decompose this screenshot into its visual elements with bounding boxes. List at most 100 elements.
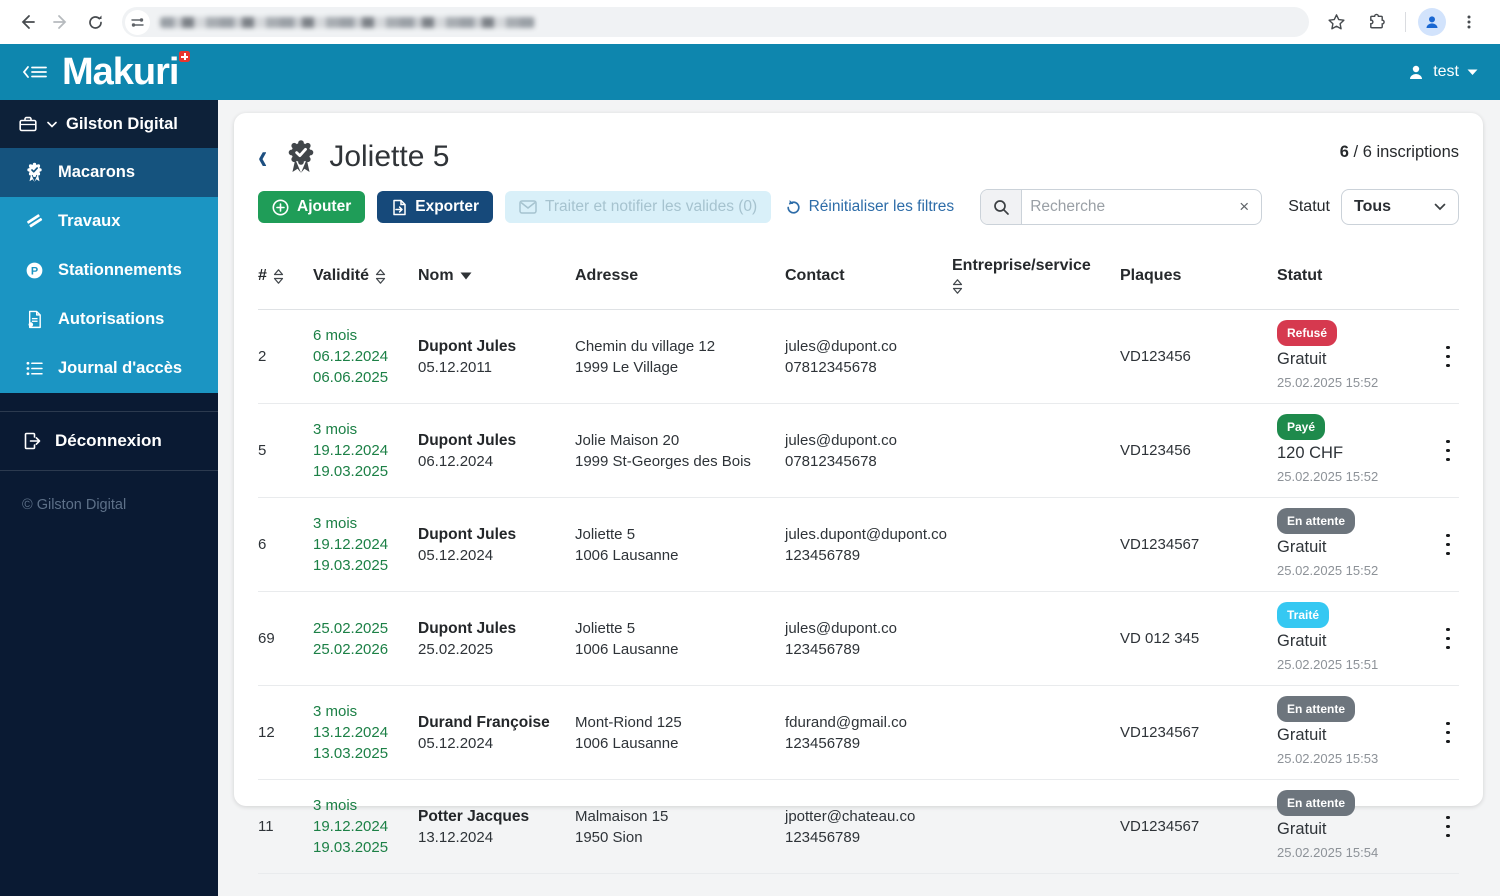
chevron-down-icon	[1467, 69, 1478, 75]
contact-cell: jules.dupont@dupont.co 123456789	[785, 525, 948, 564]
status-filter-value: Tous	[1354, 198, 1392, 215]
plates-cell: VD123456	[1120, 348, 1191, 365]
inscriptions-count: 6 / 6 inscriptions	[1339, 143, 1459, 161]
clear-search-icon[interactable]: ×	[1239, 197, 1250, 216]
status-badge: En attente	[1277, 508, 1356, 534]
status-filter-select[interactable]: Tous	[1341, 189, 1459, 225]
process-notify-button[interactable]: Traiter et notifier les valides (0)	[505, 191, 772, 223]
extensions-icon[interactable]	[1359, 5, 1393, 39]
price-label: Gratuit	[1277, 538, 1327, 556]
add-button[interactable]: Ajouter	[258, 191, 366, 223]
row-menu-button[interactable]	[1437, 812, 1459, 842]
browser-reload-button[interactable]	[78, 5, 112, 39]
column-header--[interactable]: #	[258, 267, 313, 285]
column-header-validit-[interactable]: Validité	[313, 267, 418, 285]
parking-icon: P	[26, 262, 43, 279]
column-header-entreprise-service[interactable]: Entreprise/service	[952, 257, 1120, 295]
validity-cell: 3 mois 19.12.2024 19.03.2025	[313, 421, 389, 480]
status-cell: En attente Gratuit 25.02.2025 15:53	[1277, 696, 1437, 769]
search-input[interactable]	[1022, 198, 1228, 216]
page-title: Joliette 5	[329, 140, 450, 173]
sidebar-item-autorisations[interactable]: Autorisations	[0, 295, 218, 344]
logout-button[interactable]: Déconnexion	[0, 412, 218, 470]
url-bar[interactable]	[122, 7, 1309, 37]
app-logo: Makuri	[62, 51, 191, 91]
table-row: 12 3 mois 13.12.2024 13.03.2025 Durand Franç…	[258, 686, 1459, 780]
copyright: © Gilston Digital	[22, 497, 127, 513]
table-row: 69 25.02.2025 25.02.2026 Dupont Jules 25.02.…	[258, 592, 1459, 686]
table-row: 2 6 mois 06.12.2024 06.06.2025 Dupont Jules 0…	[258, 310, 1459, 404]
sort-icon	[952, 279, 963, 294]
chevron-down-icon	[47, 121, 57, 128]
table-row: 11 3 mois 19.12.2024 19.03.2025 Potter Jacqu…	[258, 780, 1459, 874]
user-menu[interactable]: test	[1407, 63, 1478, 81]
status-cell: En attente Gratuit 25.02.2025 15:52	[1277, 508, 1437, 581]
status-cell: En attente Gratuit 25.02.2025 15:54	[1277, 790, 1437, 863]
row-menu-button[interactable]	[1437, 342, 1459, 372]
sidebar: Gilston Digital Macarons Travaux P Stati…	[0, 100, 218, 896]
timestamp: 25.02.2025 15:53	[1277, 751, 1379, 766]
app-header: Makuri test	[0, 44, 1500, 100]
address-cell: Jolie Maison 20 1999 St-Georges des Bois	[575, 431, 751, 470]
rosette-icon	[289, 140, 314, 173]
row-number: 11	[258, 818, 274, 835]
browser-profile-avatar[interactable]	[1418, 8, 1446, 36]
divider	[1405, 12, 1406, 32]
timestamp: 25.02.2025 15:54	[1277, 845, 1379, 860]
user-name: test	[1433, 63, 1459, 80]
contact-cell: jpotter@chateau.co 123456789	[785, 807, 916, 846]
row-number: 12	[258, 724, 275, 741]
swiss-flag-icon	[179, 51, 191, 62]
price-label: Gratuit	[1277, 632, 1327, 650]
action-row: Ajouter Exporter Traiter et notifier les…	[258, 189, 1459, 225]
plates-cell: VD1234567	[1120, 724, 1200, 741]
browser-back-button[interactable]	[10, 5, 44, 39]
name-cell: Durand Françoise 05.12.2024	[418, 713, 550, 752]
status-badge: En attente	[1277, 696, 1356, 722]
address-cell: Joliette 5 1006 Lausanne	[575, 525, 679, 564]
row-menu-button[interactable]	[1437, 624, 1459, 654]
browser-forward-button[interactable]	[44, 5, 78, 39]
row-menu-button[interactable]	[1437, 530, 1459, 560]
site-settings-icon[interactable]	[125, 9, 150, 35]
bookmark-star-icon[interactable]	[1319, 5, 1353, 39]
divider	[0, 411, 218, 412]
browser-menu-icon[interactable]	[1452, 5, 1486, 39]
contact-cell: jules@dupont.co 07812345678	[785, 337, 897, 376]
sidebar-item-macarons[interactable]: Macarons	[0, 148, 218, 197]
column-header-nom[interactable]: Nom	[418, 267, 575, 285]
main-area: ‹ Joliette 5 6 / 6 inscriptions Ajouter …	[218, 100, 1500, 896]
envelope-icon	[519, 200, 537, 214]
column-header-label: Nom	[418, 267, 454, 284]
refresh-icon	[786, 199, 800, 214]
sidebar-item-stationnements[interactable]: P Stationnements	[0, 246, 218, 295]
price-label: Gratuit	[1277, 820, 1327, 838]
permit-document-icon	[28, 310, 41, 329]
sort-icon	[375, 268, 386, 284]
name-cell: Dupont Jules 06.12.2024	[418, 431, 517, 470]
validity-cell: 3 mois 19.12.2024 19.03.2025	[313, 515, 389, 574]
timestamp: 25.02.2025 15:52	[1277, 563, 1379, 578]
plates-cell: VD 012 345	[1120, 630, 1200, 647]
sidebar-item-journal-acces[interactable]: Journal d'accès	[0, 344, 218, 393]
sidebar-collapse-button[interactable]	[22, 62, 48, 82]
org-selector[interactable]: Gilston Digital	[0, 100, 218, 148]
contact-cell: fdurand@gmail.co 123456789	[785, 713, 907, 752]
user-icon	[1410, 65, 1423, 79]
sidebar-item-travaux[interactable]: Travaux	[0, 197, 218, 246]
row-menu-button[interactable]	[1437, 436, 1459, 466]
row-number: 5	[258, 442, 267, 459]
column-header-statut: Statut	[1277, 267, 1437, 285]
plus-circle-icon	[272, 199, 289, 215]
reset-filters-link[interactable]: Réinitialiser les filtres	[785, 198, 954, 216]
contact-cell: jules@dupont.co 07812345678	[785, 431, 897, 470]
status-filter-label: Statut	[1288, 198, 1330, 215]
row-menu-button[interactable]	[1437, 718, 1459, 748]
column-header-label: Entreprise/service	[952, 257, 1091, 274]
content-card: ‹ Joliette 5 6 / 6 inscriptions Ajouter …	[234, 113, 1483, 874]
export-button[interactable]: Exporter	[377, 191, 493, 223]
divider	[0, 470, 218, 471]
name-cell: Dupont Jules 05.12.2011	[418, 337, 517, 376]
back-button[interactable]: ‹	[258, 137, 268, 176]
